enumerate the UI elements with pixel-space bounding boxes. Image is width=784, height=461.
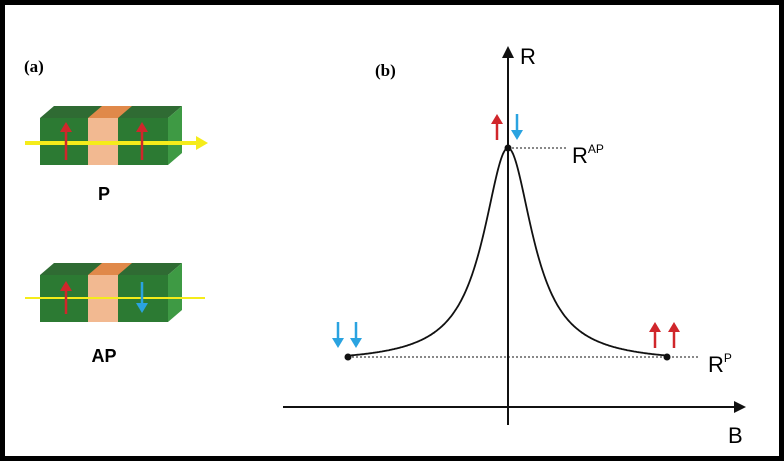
- antiparallel-label: AP: [91, 346, 116, 366]
- x-axis-label: B: [728, 423, 743, 448]
- r-sup: AP: [588, 142, 604, 156]
- r-base: R: [572, 143, 588, 168]
- parallel-block: [25, 106, 208, 165]
- r-sup: P: [724, 351, 732, 365]
- point: [344, 353, 352, 361]
- r-ap-label: RAP: [572, 142, 604, 168]
- r-p-label: RP: [708, 351, 732, 377]
- point: [663, 353, 671, 361]
- y-axis-label: R: [520, 44, 536, 69]
- point: [504, 144, 512, 152]
- panel-label: (b): [375, 61, 396, 80]
- r-base: R: [708, 352, 724, 377]
- panel-label: (a): [24, 57, 44, 76]
- parallel-label: P: [98, 184, 110, 204]
- antiparallel-block: [25, 263, 205, 322]
- spin-arrows: [332, 114, 680, 348]
